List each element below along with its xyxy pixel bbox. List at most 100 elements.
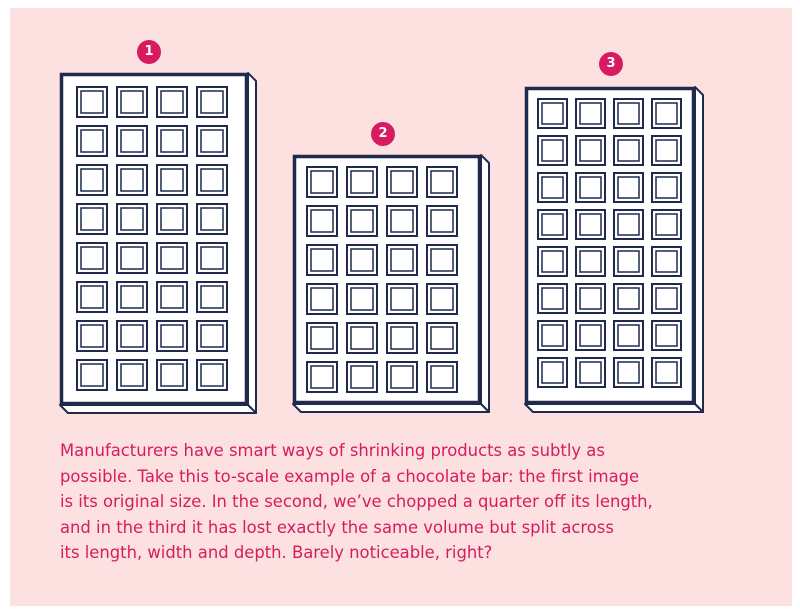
infographic-panel: 1 2 3 Manufacturers have smart ways of s… (10, 8, 792, 606)
chocolate-piece-inner (350, 326, 374, 350)
chocolate-piece-inner (120, 90, 144, 114)
chocolate-piece-inner (80, 285, 104, 309)
chocolate-piece-inner (617, 287, 640, 310)
chocolate-piece-inner (310, 326, 334, 350)
chocolate-piece (306, 361, 338, 393)
chocolate-piece-inner (200, 90, 224, 114)
chocolate-piece-inner (160, 129, 184, 153)
chocolate-piece (537, 246, 568, 277)
caption-line: possible. Take this to-scale example of … (60, 466, 640, 486)
chocolate-piece (306, 166, 338, 198)
chocolate-bar-1 (59, 72, 257, 414)
chocolate-piece (306, 205, 338, 237)
chocolate-piece-inner (120, 246, 144, 270)
chocolate-piece-inner (200, 324, 224, 348)
chocolate-piece (575, 283, 606, 314)
chocolate-piece-inner (655, 213, 678, 236)
chocolate-piece (156, 164, 188, 196)
chocolate-piece-inner (430, 365, 454, 389)
chocolate-piece-inner (541, 176, 564, 199)
chocolate-piece (346, 283, 378, 315)
chocolate-piece (386, 361, 418, 393)
chocolate-piece-inner (120, 363, 144, 387)
chocolate-piece-inner (160, 207, 184, 231)
chocolate-piece (426, 322, 458, 354)
chocolate-piece-inner (120, 168, 144, 192)
chocolate-piece (426, 283, 458, 315)
chocolate-piece (306, 244, 338, 276)
chocolate-piece-inner (200, 285, 224, 309)
chocolate-piece-inner (200, 129, 224, 153)
chocolate-piece-inner (430, 209, 454, 233)
chocolate-piece-inner (617, 102, 640, 125)
chocolate-piece (575, 172, 606, 203)
chocolate-piece (651, 357, 682, 388)
chocolate-piece (537, 209, 568, 240)
chocolate-piece-inner (541, 102, 564, 125)
chocolate-piece (386, 244, 418, 276)
chocolate-piece-inner (120, 129, 144, 153)
chocolate-piece (651, 209, 682, 240)
chocolate-piece (346, 166, 378, 198)
chocolate-piece-inner (160, 246, 184, 270)
chocolate-piece-inner (310, 209, 334, 233)
chocolate-piece (651, 320, 682, 351)
chocolate-piece (156, 203, 188, 235)
chocolate-piece-inner (350, 365, 374, 389)
chocolate-piece-inner (160, 168, 184, 192)
caption-line: its length, width and depth. Barely noti… (60, 543, 493, 562)
chocolate-piece (575, 98, 606, 129)
chocolate-piece (575, 135, 606, 166)
badge-1: 1 (137, 40, 161, 64)
chocolate-piece-inner (310, 287, 334, 311)
chocolate-piece-inner (541, 324, 564, 347)
chocolate-piece-inner (350, 248, 374, 272)
chocolate-piece-inner (430, 326, 454, 350)
chocolate-piece (386, 205, 418, 237)
caption: Manufacturers have smart ways of shrinki… (60, 438, 760, 566)
chocolate-piece-inner (80, 129, 104, 153)
chocolate-piece-inner (390, 287, 414, 311)
chocolate-piece (426, 205, 458, 237)
chocolate-piece-inner (617, 176, 640, 199)
chocolate-piece-inner (200, 168, 224, 192)
chocolate-piece-inner (80, 168, 104, 192)
chocolate-piece (76, 164, 108, 196)
chocolate-piece-inner (390, 326, 414, 350)
badge-2: 2 (371, 122, 395, 146)
chocolate-piece-inner (579, 102, 602, 125)
chocolate-piece (196, 281, 228, 313)
chocolate-piece (76, 203, 108, 235)
chocolate-piece (156, 125, 188, 157)
chocolate-piece (651, 283, 682, 314)
chocolate-piece-inner (200, 246, 224, 270)
chocolate-piece-inner (120, 285, 144, 309)
chocolate-piece (426, 244, 458, 276)
chocolate-piece-inner (200, 363, 224, 387)
bar-side-face (247, 72, 257, 414)
chocolate-piece-inner (617, 361, 640, 384)
chocolate-piece-inner (390, 209, 414, 233)
chocolate-piece (346, 361, 378, 393)
bar-side-face (480, 154, 490, 413)
chocolate-piece-inner (617, 139, 640, 162)
chocolate-piece-inner (541, 213, 564, 236)
chocolate-piece (196, 125, 228, 157)
chocolate-piece (116, 125, 148, 157)
caption-line: and in the third it has lost exactly the… (60, 517, 614, 537)
chocolate-piece-inner (579, 250, 602, 273)
chocolate-piece-inner (160, 285, 184, 309)
chocolate-piece (537, 320, 568, 351)
chocolate-piece-inner (350, 170, 374, 194)
chocolate-piece-inner (390, 365, 414, 389)
bar-side-face (694, 86, 704, 413)
chocolate-bar-3 (524, 86, 704, 413)
chocolate-piece (613, 209, 644, 240)
chocolate-piece (651, 172, 682, 203)
chocolate-piece-inner (617, 250, 640, 273)
chocolate-piece-inner (430, 287, 454, 311)
chocolate-piece-inner (350, 287, 374, 311)
chocolate-piece-inner (160, 324, 184, 348)
chocolate-piece-inner (120, 207, 144, 231)
chocolate-piece (116, 242, 148, 274)
